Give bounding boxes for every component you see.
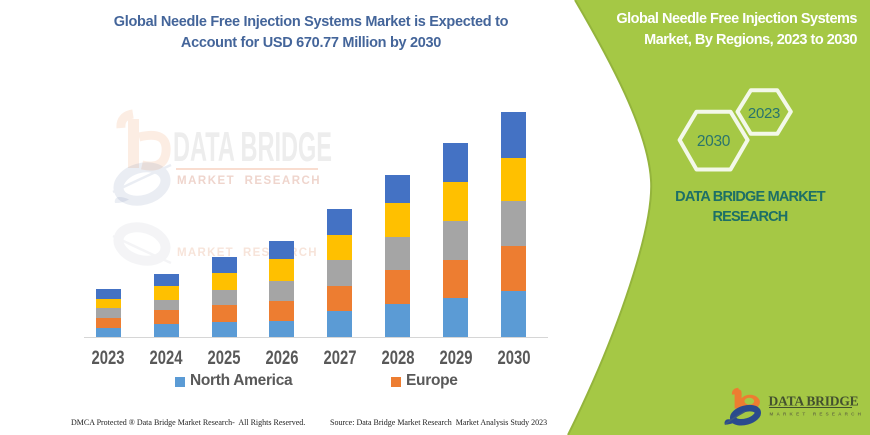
svg-text:MARKET RESEARCH: MARKET RESEARCH	[770, 411, 865, 416]
svg-text:DATA BRIDGE: DATA BRIDGE	[769, 393, 859, 408]
svg-text:2023: 2023	[748, 105, 780, 122]
svg-text:2030: 2030	[697, 133, 731, 150]
